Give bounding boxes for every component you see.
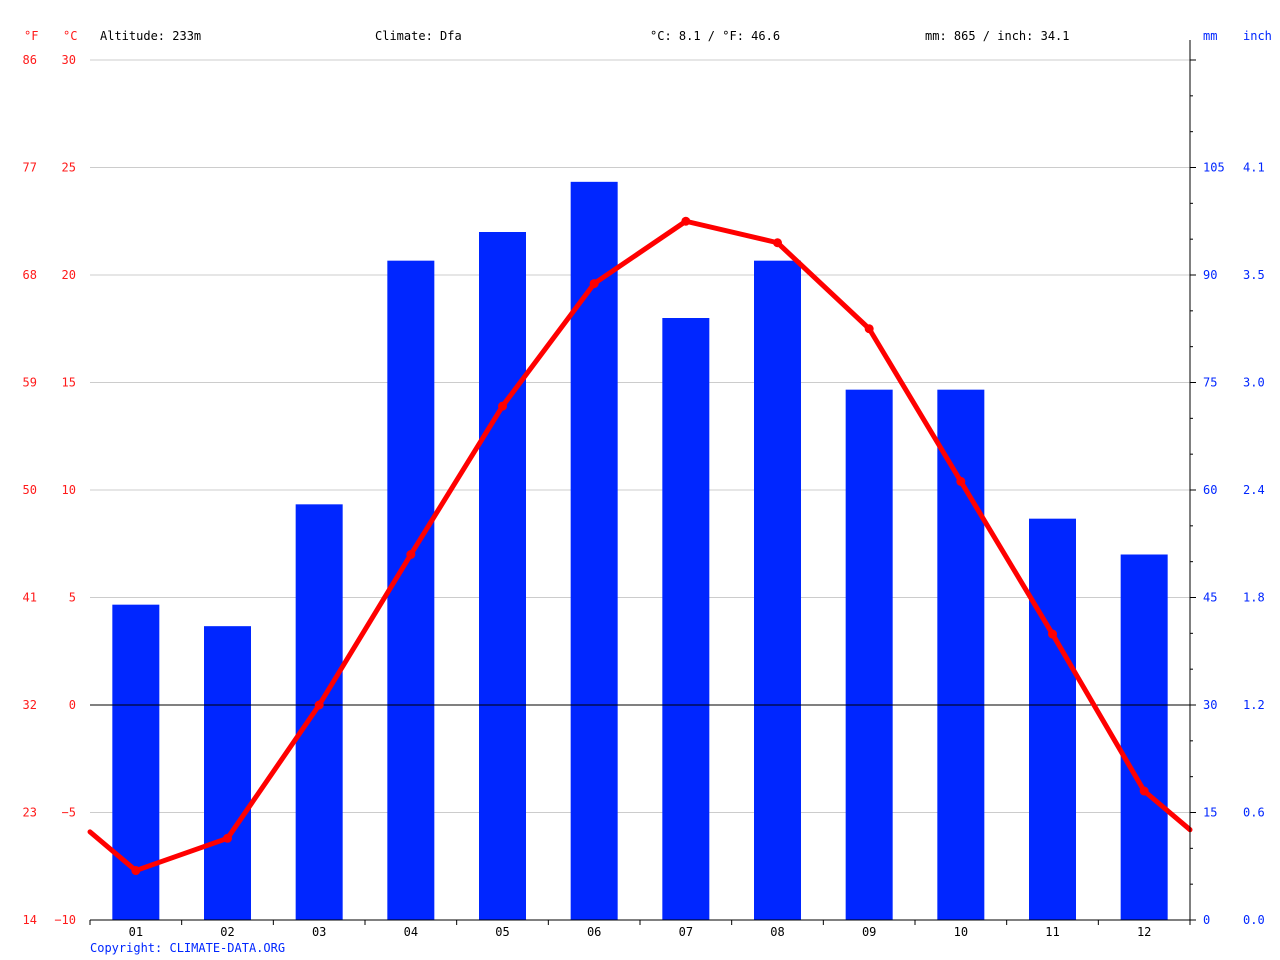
celsius-tick-label: 0 [69, 698, 76, 712]
precipitation-bar [295, 504, 343, 920]
month-label: 04 [404, 925, 418, 939]
month-label: 01 [129, 925, 143, 939]
temperature-point [314, 700, 324, 710]
temperature-point [589, 279, 599, 289]
temperature-point [681, 216, 691, 226]
inch-tick-label: 2.4 [1243, 483, 1265, 497]
inch-tick-label: 3.5 [1243, 268, 1265, 282]
temperature-point [223, 833, 232, 843]
right-inch-unit-label: inch [1243, 29, 1272, 43]
inch-tick-label: 4.1 [1243, 161, 1265, 175]
inch-tick-label: 3.0 [1243, 376, 1265, 390]
inch-tick-label: 1.2 [1243, 698, 1265, 712]
fahrenheit-tick-label: 50 [23, 483, 37, 497]
month-label: 03 [312, 925, 326, 939]
celsius-tick-label: 20 [62, 268, 76, 282]
month-label: 09 [862, 925, 876, 939]
mm-tick-label: 30 [1203, 698, 1217, 712]
inch-tick-label: 1.8 [1243, 591, 1265, 605]
precipitation-bar [479, 232, 526, 920]
precipitation-bar [845, 389, 893, 921]
mm-tick-label: 75 [1203, 376, 1217, 390]
temperature-point [498, 401, 507, 411]
axes-layer [89, 40, 1196, 925]
month-label: 05 [495, 925, 509, 939]
mm-tick-label: 0 [1203, 913, 1210, 927]
fahrenheit-tick-label: 77 [23, 161, 37, 175]
precip-total-label: mm: 865 / inch: 34.1 [925, 29, 1070, 43]
right-mm-unit-label: mm [1203, 29, 1217, 43]
celsius-tick-label: 30 [62, 53, 76, 67]
month-label: 07 [679, 925, 693, 939]
temperature-line [87, 216, 1193, 876]
mm-tick-label: 90 [1203, 268, 1217, 282]
left-c-unit-label: °C [63, 29, 77, 43]
precipitation-bar [1029, 518, 1076, 920]
fahrenheit-tick-label: 59 [23, 376, 37, 390]
mm-tick-label: 60 [1203, 483, 1217, 497]
tick-labels: 01 02 03 04 05 06 07 08 09 10 11 123086257720681559… [23, 53, 1265, 939]
precipitation-bar [1120, 554, 1168, 920]
precipitation-bar [937, 389, 985, 921]
month-label: 11 [1045, 925, 1059, 939]
temperature-point [1139, 786, 1149, 796]
precipitation-bar [570, 181, 618, 921]
celsius-tick-label: −5 [62, 806, 76, 820]
grid-lines [90, 59, 1190, 813]
celsius-tick-label: −10 [54, 913, 76, 927]
copyright-label: Copyright: CLIMATE-DATA.ORG [90, 941, 285, 955]
month-label: 10 [954, 925, 968, 939]
avg-temp-label: °C: 8.1 / °F: 46.6 [650, 29, 780, 43]
precipitation-bar [387, 260, 435, 921]
month-label: 12 [1137, 925, 1151, 939]
fahrenheit-tick-label: 86 [23, 53, 37, 67]
precipitation-bars [112, 181, 1168, 921]
precipitation-bar [204, 626, 251, 920]
celsius-tick-label: 10 [62, 483, 76, 497]
mm-tick-label: 15 [1203, 806, 1217, 820]
mm-tick-label: 45 [1203, 591, 1217, 605]
temperature-series-line [87, 218, 1193, 874]
temperature-point [773, 238, 782, 248]
temperature-point [864, 324, 874, 334]
temperature-point [406, 550, 416, 559]
fahrenheit-tick-label: 41 [23, 591, 37, 605]
celsius-tick-label: 25 [62, 161, 76, 175]
climate-label: Climate: Dfa [375, 29, 462, 43]
celsius-tick-label: 5 [69, 591, 76, 605]
inch-tick-label: 0.6 [1243, 806, 1265, 820]
fahrenheit-tick-label: 68 [23, 268, 37, 282]
celsius-tick-label: 15 [62, 376, 76, 390]
temperature-point [131, 866, 141, 876]
temperature-point [1048, 629, 1057, 639]
month-label: 06 [587, 925, 601, 939]
fahrenheit-tick-label: 32 [23, 698, 37, 712]
fahrenheit-tick-label: 23 [23, 806, 37, 820]
left-f-unit-label: °F [24, 29, 38, 43]
altitude-label: Altitude: 233m [100, 29, 201, 43]
month-label: 08 [770, 925, 784, 939]
inch-tick-label: 0.0 [1243, 913, 1265, 927]
precipitation-bar [754, 260, 801, 921]
mm-tick-label: 105 [1203, 161, 1225, 175]
fahrenheit-tick-label: 14 [23, 913, 37, 927]
precipitation-bar [662, 318, 710, 920]
month-label: 02 [220, 925, 234, 939]
temperature-point [956, 476, 966, 486]
